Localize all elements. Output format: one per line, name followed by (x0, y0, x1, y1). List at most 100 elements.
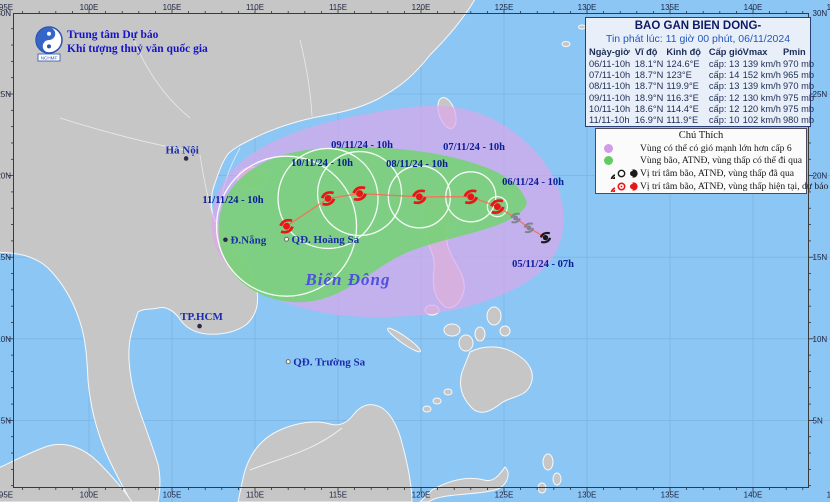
legend-item-label: Vị trí tâm bão, ATNĐ, vùng thấp đã qua (640, 167, 795, 179)
lon-label: 105E (163, 3, 182, 12)
table-header-cell: Pmin (782, 47, 806, 57)
lat-label: 10N (0, 335, 11, 344)
storm-info-box: BAO GAN BIEN DONG- Tin phát lúc: 11 giờ … (585, 17, 814, 127)
agency-line2: Khí tượng thuỷ văn quốc gia (67, 43, 208, 55)
lon-label: 130E (578, 491, 597, 500)
table-cell: 139 km/h (742, 59, 781, 69)
lat-label: 30N (0, 9, 11, 18)
forecast-row: 06/11-10h 18.1°N 124.6°E cấp: 13 139 km/h 970… (589, 59, 814, 70)
lon-label: 145E (827, 3, 830, 12)
lon-label: 135E (661, 491, 680, 500)
lon-label: 140E (744, 491, 763, 500)
borneo-island (237, 404, 413, 502)
track-date-labels: 05/11/24 - 07h 06/11/24 - 10h 07/11/24 - 1… (202, 140, 574, 270)
table-cell: cấp: 13 (708, 81, 740, 92)
legend-item-label: Vùng có thể có gió mạnh lớn hơn cấp 6 (640, 142, 792, 154)
city-marker (197, 323, 202, 329)
islands-label: QĐ. Trường Sa (293, 357, 365, 369)
table-cell: 124.6°E (666, 59, 700, 69)
lon-label: 135E (661, 3, 680, 12)
lon-label: 100E (80, 491, 99, 500)
lon-label: 120E (412, 3, 431, 12)
table-header-cell: Vĩ độ (634, 47, 658, 57)
table-cell: cấp: 14 (708, 70, 740, 81)
storm-track-layer (215, 147, 553, 297)
table-cell: 970 mb (782, 81, 814, 92)
purple-zone-icon (604, 143, 613, 153)
legend-box: Chú Thích Vùng có thể có gió mạnh lớn hơ… (595, 128, 828, 194)
issued-time: Tin phát lúc: 11 giờ 00 phút, 06/11/2024 (605, 33, 791, 45)
sulu-island (443, 388, 453, 396)
table-cell: 18.7°N (634, 81, 664, 92)
low-current-icon (628, 181, 638, 191)
legend-item-current-positions: Vị trí tâm bão, ATNĐ, vùng thấp hiện tại… (598, 180, 828, 193)
wind-radius-circle (316, 150, 403, 237)
lat-label: 25N (813, 90, 828, 99)
table-cell: 119.9°E (666, 81, 699, 92)
green-zone-icon (604, 156, 613, 166)
wind-radius-circle (486, 195, 509, 218)
forecast-row: 11/11-10h 16.9°N 111.9°E cấp: 10 102 km/h 980… (589, 115, 814, 126)
table-header-cell: Cấp gió (708, 47, 743, 57)
lat-label: 20N (813, 172, 828, 181)
typhoon-current-icon (604, 181, 615, 192)
lon-label: 125E (495, 3, 514, 12)
city-marker (183, 156, 189, 161)
table-cell: 120 km/h (742, 103, 781, 114)
table-cell: 116.3°E (666, 92, 699, 103)
info-table-body: 06/11-10h 18.1°N 124.6°E cấp: 13 139 km/h 970… (589, 59, 814, 126)
table-cell: 152 km/h (742, 70, 781, 81)
table-cell: 114.4°E (666, 103, 699, 114)
table-header-cell: Ngày-giờ (589, 47, 630, 57)
lat-label: 25N (0, 90, 11, 99)
sulu-island (432, 397, 442, 405)
track-date-label: 11/11/24 - 10h (202, 195, 263, 206)
samar-island (486, 306, 502, 326)
typhoon-past-icon (604, 168, 615, 179)
lon-label: 140E (744, 3, 763, 12)
borneo-border (249, 427, 343, 471)
track-date-label: 09/11/24 - 10h (331, 140, 393, 151)
table-cell: 123°E (666, 70, 692, 81)
table-cell: 16.9°N (634, 115, 664, 126)
city-marker (223, 237, 228, 243)
depression-current-icon (617, 182, 626, 191)
visayas-island (443, 323, 461, 337)
lon-label: 115E (329, 3, 347, 12)
logo-text: NCHMF (41, 55, 58, 60)
lon-label: 130E (578, 3, 597, 12)
lon-label: 120E (412, 491, 431, 500)
agency-name: Trung tâm Dự báo Khí tượng thuỷ văn quốc… (67, 28, 208, 56)
legend-item-storm-zone: Vùng bão, ATNĐ, vùng thấp có thể đi qua (598, 155, 804, 168)
islands-marker (285, 359, 291, 365)
table-cell: 965 mb (782, 70, 814, 81)
forecast-row: 08/11-10h 18.7°N 119.9°E cấp: 13 139 km/h 970… (589, 81, 814, 92)
palawan-island (386, 327, 422, 353)
legend-item-past-positions: Vị trí tâm bão, ATNĐ, vùng thấp đã qua (598, 167, 804, 180)
lon-label: 95E (0, 491, 13, 500)
agency-line1: Trung tâm Dự báo (67, 29, 159, 41)
table-cell: 130 km/h (742, 92, 781, 103)
track-date-label: 05/11/24 - 07h (512, 259, 574, 270)
table-cell: 111.9°E (666, 115, 699, 126)
lon-label: 145E (827, 491, 830, 500)
table-cell: 07/11-10h (589, 70, 631, 81)
table-cell: cấp: 12 (708, 103, 740, 114)
city-label: Hà Nội (165, 144, 198, 156)
lat-label: 5N (813, 416, 823, 425)
legend-item-label: Vị trí tâm bão, ATNĐ, vùng thấp hiện tại… (640, 180, 829, 192)
legend-title: Chú Thích (678, 130, 724, 141)
wind-radius-circle (277, 147, 379, 250)
table-header-cell: Vmax (742, 47, 768, 57)
lat-label: 15N (813, 253, 828, 262)
sea-label: Biển Đông (304, 270, 390, 289)
lon-label: 95E (0, 3, 13, 12)
islands-label: QĐ. Hoàng Sa (292, 234, 360, 246)
lat-label: 5N (1, 416, 11, 425)
track-date-label: 06/11/24 - 10h (502, 177, 564, 188)
lat-label: 10N (813, 335, 828, 344)
small-island (561, 41, 571, 47)
legend-item-wind-zone: Vùng có thể có gió mạnh lớn hơn cấp 6 (598, 142, 804, 155)
table-header-cell: Kinh độ (666, 47, 701, 57)
